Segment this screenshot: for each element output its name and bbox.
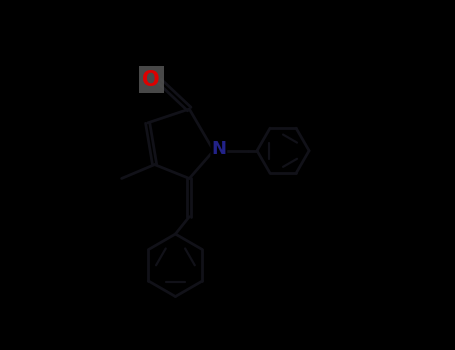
- Text: N: N: [211, 140, 226, 158]
- Text: O: O: [142, 70, 160, 90]
